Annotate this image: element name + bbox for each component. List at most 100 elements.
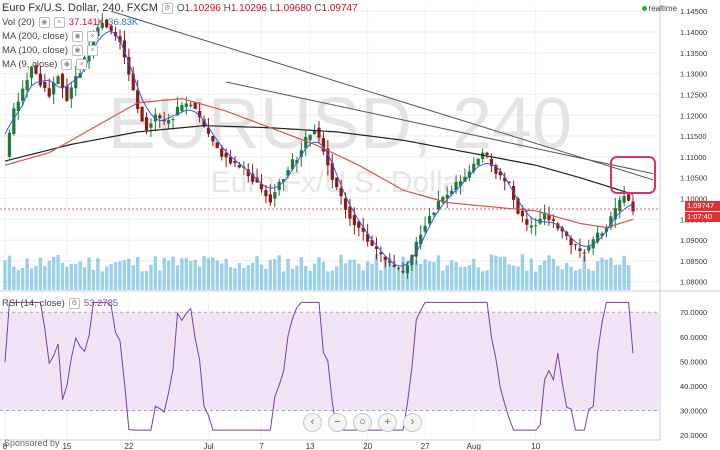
- volume-bar: [113, 262, 118, 290]
- scroll-right-button[interactable]: ›: [403, 413, 422, 432]
- close-icon[interactable]: ×: [87, 45, 98, 56]
- close-icon[interactable]: ×: [87, 31, 98, 42]
- indicator-vol-label: Vol (20): [2, 17, 35, 28]
- volume-bar: [410, 261, 414, 290]
- volume-bar: [414, 260, 418, 290]
- close-icon[interactable]: ×: [53, 17, 65, 28]
- settings-icon[interactable]: ⚙: [68, 298, 80, 309]
- volume-bar: [43, 265, 47, 290]
- volume-bar: [105, 266, 109, 290]
- volume-bar: [361, 270, 365, 290]
- time-axis[interactable]: 8 15 22 Jul 7 13 20 27 Aug 10: [0, 439, 660, 450]
- volume-bar: [25, 258, 29, 290]
- high-value: 1.10296: [230, 2, 267, 14]
- candle-body: [321, 138, 326, 152]
- sponsor-label: Sponsored by: [4, 438, 60, 448]
- candle-body: [237, 165, 241, 168]
- candle-body: [485, 152, 489, 155]
- time-tick-label: Jul: [203, 442, 213, 450]
- volume-bar: [100, 271, 104, 290]
- candle-body: [127, 57, 131, 75]
- indicator-ma100[interactable]: MA (100, close) ◉ ×: [2, 45, 98, 56]
- volume-bar: [343, 263, 348, 290]
- volume-bar: [189, 261, 193, 290]
- candle-body: [366, 233, 370, 242]
- symbol-title[interactable]: Euro Fx/U.S. Dollar, 240, FXCM: [2, 2, 158, 14]
- volume-bar: [184, 257, 189, 290]
- candle-body: [290, 159, 295, 170]
- volume-bar: [3, 260, 7, 290]
- indicator-ma200[interactable]: MA (200, close) ◉ ×: [2, 31, 98, 42]
- volume-bar: [352, 259, 357, 290]
- indicator-ma9[interactable]: MA (9, close) ◉ ×: [2, 59, 88, 70]
- volume-bar: [82, 267, 87, 290]
- price-tick-label: 1.08500: [680, 257, 707, 266]
- eye-icon[interactable]: ◉: [38, 17, 50, 28]
- indicator-rsi[interactable]: RSI (14, close) ⚙ 53.2785: [2, 298, 118, 309]
- volume-bar: [264, 268, 268, 290]
- candle-body: [202, 119, 206, 127]
- close-icon[interactable]: ×: [76, 59, 88, 70]
- candle-body: [383, 256, 387, 260]
- settings-icon[interactable]: ⚙: [161, 2, 173, 14]
- candle-body: [587, 246, 591, 251]
- candle-body: [560, 227, 564, 232]
- candle-body: [414, 241, 418, 257]
- trend-line: [226, 81, 654, 175]
- scroll-left-button[interactable]: ‹: [303, 413, 322, 432]
- indicator-vol[interactable]: Vol (20) ◉ × 37.141K 36.83K: [2, 17, 138, 28]
- volume-bar: [65, 266, 69, 290]
- candle-body: [454, 182, 458, 191]
- candle-body: [481, 152, 485, 159]
- volume-bar: [220, 263, 224, 290]
- candle-body: [445, 194, 449, 199]
- volume-bar: [237, 262, 242, 290]
- volume-bar: [12, 266, 16, 290]
- indicator-ma100-label: MA (100, close): [2, 45, 68, 56]
- volume-bar: [374, 254, 379, 290]
- volume-bar: [153, 256, 158, 290]
- volume-bar: [96, 257, 100, 290]
- volume-bar: [449, 260, 454, 290]
- realtime-label: realtime: [648, 4, 677, 13]
- low-value: 1.09680: [275, 2, 312, 14]
- candle-body: [158, 115, 162, 119]
- candle-body: [131, 73, 135, 91]
- candle-body: [335, 177, 339, 188]
- volume-bar: [193, 259, 197, 290]
- rsi-tick-label: 40.0000: [680, 382, 707, 391]
- volume-bar: [16, 270, 20, 290]
- rsi-pane: 20.0000 30.0000 40.0000 50.0000 60.0000 70.00…: [0, 301, 707, 440]
- candle-body: [330, 163, 334, 180]
- eye-icon[interactable]: ◉: [72, 31, 83, 42]
- time-tick-label: 22: [124, 442, 133, 450]
- volume-bar: [127, 258, 131, 290]
- zoom-in-button[interactable]: +: [378, 413, 397, 432]
- indicator-ma9-label: MA (9, close): [2, 59, 58, 70]
- price-tick-label: 1.09000: [680, 236, 707, 245]
- candle-body: [228, 156, 233, 164]
- volume-bar: [233, 268, 237, 290]
- volume-bar: [56, 254, 60, 290]
- price-tick-label: 1.11000: [680, 153, 707, 162]
- close-value: 1.09747: [321, 2, 358, 14]
- zoom-out-button[interactable]: −: [328, 413, 347, 432]
- volume-bar: [290, 268, 295, 290]
- candle-body: [618, 199, 622, 211]
- eye-icon[interactable]: ◉: [61, 59, 73, 70]
- volume-bar: [60, 262, 65, 290]
- volume-bar: [295, 265, 299, 290]
- volume-bar: [87, 257, 91, 290]
- volume-bar: [321, 261, 326, 290]
- candle-body: [153, 114, 157, 122]
- volume-bar: [34, 266, 38, 290]
- candle-body: [118, 36, 122, 43]
- reset-zoom-button[interactable]: ○: [353, 413, 372, 432]
- volume-bar: [538, 265, 542, 290]
- candle-body: [100, 22, 104, 28]
- candle-body: [312, 130, 317, 134]
- candle-body: [282, 179, 286, 182]
- volume-bar: [224, 258, 228, 290]
- eye-icon[interactable]: ◉: [72, 45, 83, 56]
